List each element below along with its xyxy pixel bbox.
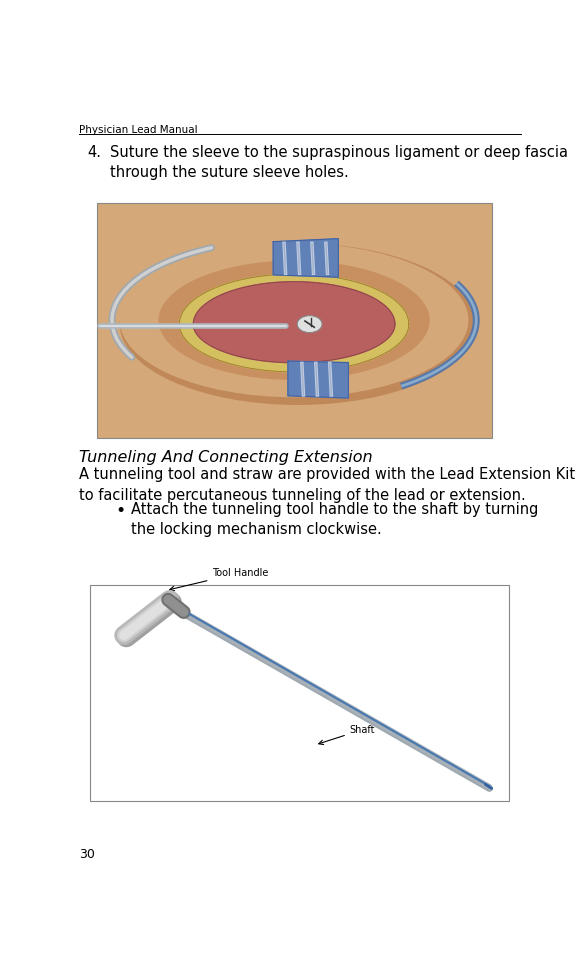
Ellipse shape (297, 316, 322, 332)
Polygon shape (179, 274, 409, 371)
Polygon shape (193, 282, 395, 363)
Bar (97, 203, 492, 438)
Polygon shape (288, 361, 348, 398)
Text: Tool Handle: Tool Handle (170, 567, 269, 591)
Text: •: • (116, 502, 126, 520)
Text: Tunneling And Connecting Extension: Tunneling And Connecting Extension (80, 449, 373, 465)
Text: Suture the sleeve to the supraspinous ligament or deep fascia
through the suture: Suture the sleeve to the supraspinous li… (110, 144, 568, 180)
Text: A tunneling tool and straw are provided with the Lead Extension Kit
to facilitat: A tunneling tool and straw are provided … (80, 467, 575, 503)
Text: Attach the tunneling tool handle to the shaft by turning
the locking mechanism c: Attach the tunneling tool handle to the … (131, 502, 539, 537)
Ellipse shape (158, 260, 430, 380)
Text: Shaft: Shaft (319, 724, 375, 745)
Polygon shape (193, 282, 395, 363)
Text: 30: 30 (80, 848, 96, 861)
Ellipse shape (120, 244, 476, 405)
Text: Physician Lead Manual: Physician Lead Manual (80, 125, 198, 135)
Ellipse shape (120, 244, 468, 397)
Bar (90, 585, 509, 800)
Text: 4.: 4. (87, 144, 101, 160)
Polygon shape (273, 239, 338, 277)
Ellipse shape (183, 278, 404, 370)
